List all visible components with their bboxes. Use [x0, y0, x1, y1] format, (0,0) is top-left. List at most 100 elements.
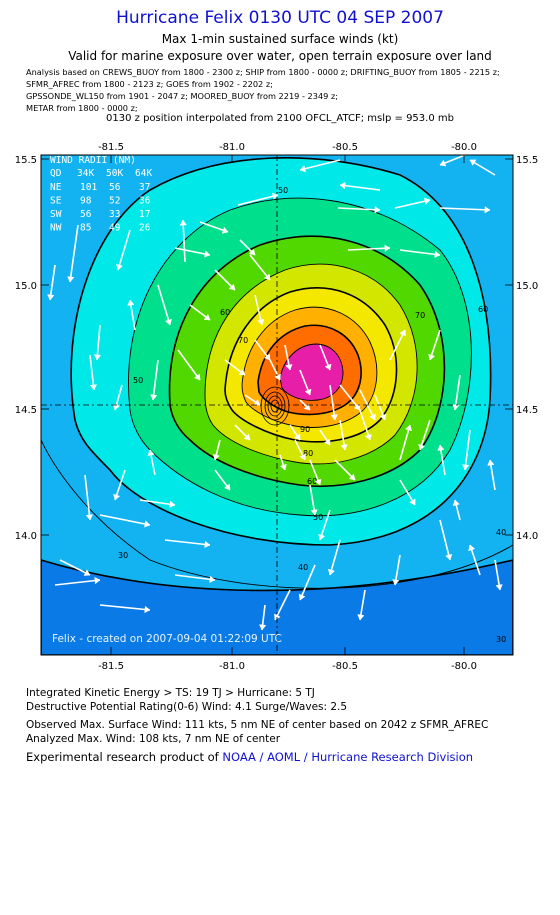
wind-arrow: [67, 224, 79, 283]
contour-label: 80: [303, 449, 313, 458]
source-line: Analysis based on CREWS_BUOY from 1800 -…: [26, 67, 500, 77]
wind-arrow: [389, 329, 406, 361]
contour-value-labels: 30 40 40 30 50 50 50 60 60 60 70 70 80 90: [118, 186, 506, 644]
wind-contour-line: [168, 235, 446, 488]
wind-radii-cell: NE: [50, 182, 62, 193]
contour-label: 50: [313, 513, 323, 522]
eye-rings: [260, 386, 290, 426]
source-line: SFMR_AFREC from 1800 - 2123 z; GOES from…: [26, 79, 273, 89]
wind-arrow: [157, 284, 172, 326]
wind-arrow: [174, 247, 211, 258]
wind-arrow: [279, 454, 287, 471]
wind-radii-cell: 37: [139, 182, 150, 193]
contour-label: 50: [133, 376, 143, 385]
wind-arrow: [319, 429, 331, 446]
wind-arrow: [347, 244, 391, 252]
wind-arrow: [54, 576, 101, 586]
wind-arrow: [299, 369, 312, 396]
wind-radii-cell: NW: [50, 223, 62, 234]
source-line: METAR from 1800 - 0000 z;: [26, 103, 138, 113]
wind-arrow: [127, 299, 136, 331]
wind-contour-line: [224, 287, 398, 443]
wind-arrow: [59, 559, 91, 576]
contour-label: 60: [478, 305, 488, 314]
lon-tick-label: -81.0: [219, 142, 245, 153]
wind-radii-cell: 52: [109, 196, 120, 207]
wind-arrow: [339, 182, 381, 191]
wind-radii-cell: 49: [109, 223, 121, 234]
lon-tick-label: -81.0: [219, 661, 245, 672]
wind-arrow: [399, 479, 416, 506]
wind-radii-cell: 98: [80, 196, 92, 207]
wind-arrow: [428, 329, 441, 361]
wind-arrow: [234, 424, 251, 441]
wind-arrow: [89, 354, 98, 391]
page-title: Hurricane Felix 0130 UTC 04 SEP 2007: [116, 8, 444, 28]
wind-arrow: [284, 344, 293, 371]
wind-arrow: [214, 469, 231, 491]
contour-label: 60: [220, 308, 230, 317]
contour-label: 50: [278, 186, 288, 195]
wind-radii-cell: 56: [109, 182, 121, 193]
wind-arrow: [294, 439, 306, 461]
wind-arrow: [199, 221, 229, 234]
wind-radii-cell: SW: [50, 209, 62, 220]
subtitle: Max 1-min sustained surface winds (kt): [161, 32, 399, 46]
lat-tick-label: 14.0: [516, 531, 538, 542]
wind-arrow: [249, 254, 271, 281]
wind-arrow: [319, 344, 332, 371]
contour-label: 60: [307, 477, 317, 486]
wind-arrow: [329, 384, 338, 421]
lat-tick-label: 15.0: [15, 281, 37, 292]
wind-radii-cell: 85: [80, 223, 91, 234]
wind-arrow: [179, 219, 187, 263]
wind-arrow: [254, 294, 265, 326]
lon-tick-label: -80.0: [451, 661, 477, 672]
wind-arrow: [212, 439, 221, 461]
wind-arrow: [334, 459, 356, 481]
wind-arrow: [439, 206, 491, 214]
wind-arrow: [339, 419, 348, 451]
noaa-aoml-hrd-link[interactable]: NOAA / AOML / Hurricane Research Divisio…: [222, 750, 474, 764]
contour-lines: [41, 155, 513, 655]
lat-tick-label: 15.0: [516, 281, 538, 292]
wind-arrow: [299, 159, 341, 173]
wind-arrow: [237, 192, 279, 206]
wind-radii-header: QD: [50, 168, 62, 179]
wind-arrow: [269, 359, 281, 381]
lon-tick-label: -81.5: [98, 142, 124, 153]
credit-line: Experimental research product of NOAA / …: [26, 750, 473, 764]
lon-tick-label: -80.5: [332, 142, 358, 153]
wind-arrow: [113, 469, 126, 501]
observed-max-text: Observed Max. Surface Wind: 111 kts, 5 n…: [26, 719, 489, 731]
wind-arrow: [309, 484, 318, 516]
wind-arrow: [254, 339, 271, 361]
wind-radii-cell: 36: [139, 196, 151, 207]
wind-arrow: [258, 604, 267, 631]
wind-contour-line: [204, 263, 418, 465]
wind-arrow: [309, 459, 322, 486]
wind-arrow: [462, 429, 471, 471]
contour-label: 40: [298, 563, 308, 572]
wind-arrow: [298, 564, 316, 601]
source-line: GPSSONDE_WL150 from 1901 - 2047 z; MOORE…: [26, 91, 339, 101]
wind-radii-header: 64K: [135, 168, 152, 179]
created-watermark: Felix - created on 2007-09-04 01:22:09 U…: [52, 633, 282, 645]
wind-arrow: [374, 394, 387, 421]
wind-arrow: [239, 239, 256, 256]
wind-radii-cell: 17: [139, 209, 150, 220]
wind-arrow: [339, 384, 361, 411]
plot-frame: [40, 154, 514, 656]
wind-arrow: [418, 419, 431, 451]
wind-arrow: [214, 269, 236, 291]
wind-arrow: [99, 604, 151, 614]
wind-contour-line: [279, 343, 344, 401]
lat-tick-label: 14.0: [15, 531, 37, 542]
wind-contour-line: [41, 559, 513, 655]
wind-arrow: [439, 155, 466, 167]
wind-contour-line: [128, 197, 472, 517]
contour-label: 70: [415, 311, 425, 320]
wind-radii-cell: 33: [109, 209, 120, 220]
wind-contour-line: [241, 306, 378, 428]
wind-radii-cell: 26: [139, 223, 151, 234]
